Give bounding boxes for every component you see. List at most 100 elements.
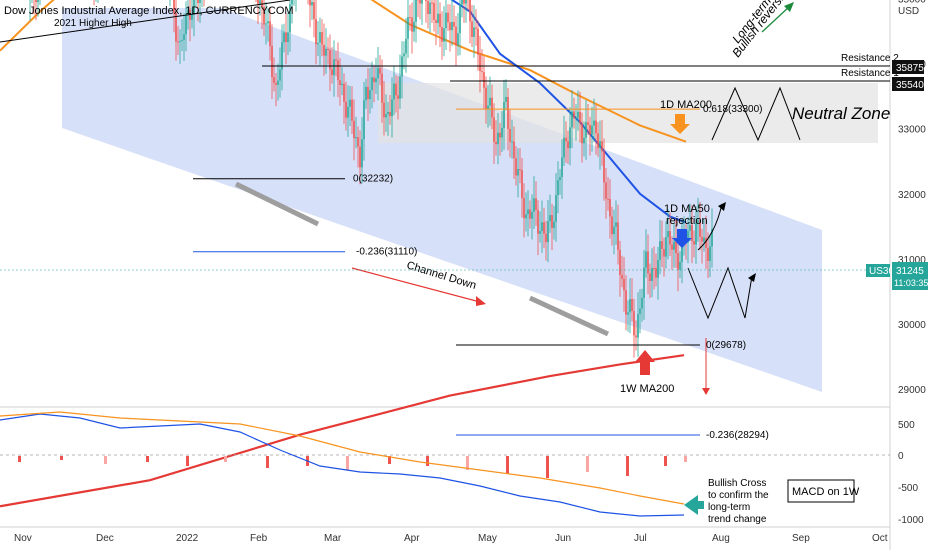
candle-body [577,111,579,118]
candle-body [523,198,525,219]
candle-body [441,26,443,42]
macd-histogram-bar [466,456,469,470]
candle-body [535,198,537,210]
fib-level-label: 0(29678) [706,340,746,351]
candle-body [181,40,183,42]
macd-label-box [787,479,855,503]
candle-body [335,59,337,61]
candle-body [559,177,561,181]
macd-histogram-bar [60,456,63,460]
channel-down-arrow-line [351,267,481,303]
candle-body [421,0,423,4]
candle-body [691,225,693,242]
currency-label: USD [898,6,919,17]
symbol-tag-text: US30 [869,266,894,277]
candle-body [665,237,667,257]
fib-level-label: 0.618(33300) [703,104,763,115]
candle-body [461,0,463,5]
candle-body [403,53,405,57]
resistance-1-tag [892,77,924,91]
x-tick-label: Mar [324,533,342,544]
candle-body [709,246,711,261]
candle-body [489,97,491,106]
candle-body [279,69,281,81]
neutral-zigzag [711,86,801,142]
ma50-1d-line [450,0,687,224]
candle-body [287,32,289,43]
candle-body [551,215,553,229]
candle-body [487,105,489,110]
candle-body [387,111,389,115]
candle-body [333,59,335,76]
candle-body [641,297,643,309]
candle-body [377,68,379,79]
macd-histogram-bar [426,456,429,466]
macd-pane [0,411,890,517]
candle-body [557,180,559,196]
candle-body [389,111,391,117]
candle-body [663,248,665,257]
candle-body [267,21,269,24]
candle-body [595,120,597,134]
candle-body [497,132,499,145]
candle-body [611,216,613,235]
candle-body [659,241,661,260]
candle-body [607,198,609,200]
candle-body [575,117,577,119]
candle-body [541,222,543,232]
candle-body [445,12,447,29]
candle-body [431,2,433,4]
candle-body [711,228,713,247]
candle-body [619,249,621,275]
candle-body [597,133,599,149]
fibonacci-levels: 1(36986)0.618(35170)0(32232)-0.236(31110… [193,104,769,441]
candle-body [589,124,591,135]
candle-body [705,237,707,249]
candle-body [419,0,421,4]
candle-body [357,137,359,147]
candle-body [673,241,675,250]
candle-body [677,253,679,270]
candle-body [415,0,417,22]
support-wedge-1 [234,181,320,227]
candle-body [533,198,535,212]
ma50-1d-label: 1D MA50 [664,203,710,215]
candle-body [339,80,341,85]
x-tick-label: Feb [250,533,268,544]
candle-body [319,32,321,43]
candle-body [397,95,399,99]
candle-body [409,17,411,19]
candle-body [437,13,439,23]
macd-histogram-bar [546,456,549,478]
candle-body [439,13,441,27]
candle-body [191,14,193,20]
candle-body [481,71,483,73]
candle-body [425,0,427,1]
ma200-1w-label: 1W MA200 [620,383,674,395]
candle-body [675,241,677,254]
candle-body [447,12,449,23]
candle-body [543,222,545,234]
candle-body [661,241,663,249]
resistance-2-tag [892,60,924,74]
candle-body [327,48,329,50]
candle-body [477,28,479,55]
candle-body [613,226,615,235]
candle-body [455,26,457,46]
candle-body [617,222,619,250]
candle-body [329,49,331,70]
candle-body [531,211,533,219]
candle-body [323,44,325,56]
x-tick-label: 2022 [176,533,199,544]
candle-body [649,273,651,282]
candle-body [173,0,175,14]
candle-body [457,33,459,46]
candle-body [325,48,327,56]
candle-body [707,248,709,261]
candle-body [473,27,475,37]
candle-body [671,244,673,250]
resistance-1-label: Resistance 1 [841,68,899,79]
x-tick-label: Jun [555,533,571,544]
candle-body [599,141,601,149]
candle-body [525,214,527,219]
